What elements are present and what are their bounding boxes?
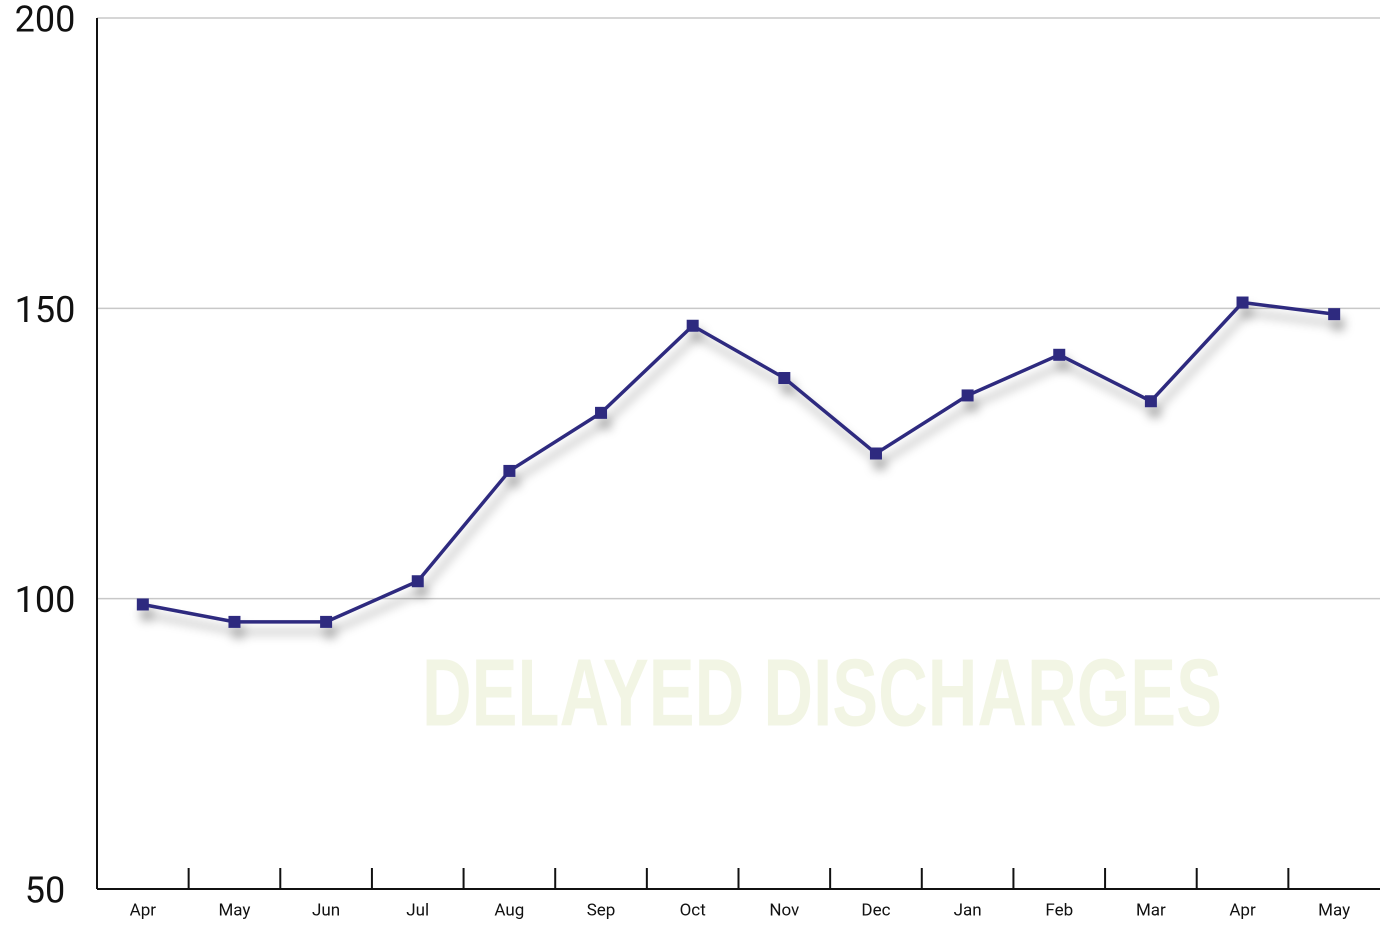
x-tick-label: Apr [130, 900, 157, 920]
point [136, 598, 149, 611]
x-tick-label: Nov [769, 900, 799, 920]
point [228, 615, 241, 628]
point [1236, 296, 1249, 309]
x-tick-label: Dec [861, 900, 890, 920]
x-tick-label: Apr [1229, 900, 1256, 920]
y-tick-label: 200 [15, 0, 76, 41]
x-tick-label: May [218, 900, 250, 920]
x-tick-label: Oct [680, 900, 706, 920]
y-tick-label: 100 [15, 579, 76, 621]
y-tick-label: 150 [15, 289, 76, 331]
x-tick-label: Feb [1045, 900, 1073, 920]
x-tick-label: Aug [494, 900, 524, 920]
point [869, 447, 882, 460]
watermark: DELAYED DISCHARGES [422, 639, 1222, 746]
x-tick-label: Mar [1136, 900, 1166, 920]
x-tick-label: Jul [406, 900, 429, 920]
series [136, 296, 1341, 628]
y-tick-label: 50 [25, 870, 65, 912]
point [411, 575, 424, 588]
point [1053, 348, 1066, 361]
point [778, 372, 791, 385]
point [503, 464, 516, 477]
x-tick-label: Sep [587, 900, 616, 920]
point [320, 615, 333, 628]
x-tick-label: May [1318, 900, 1350, 920]
point [1144, 395, 1157, 408]
x-tick-label: Jan [954, 900, 982, 920]
point [595, 406, 608, 419]
point [1328, 308, 1341, 321]
point [686, 319, 699, 332]
line [142, 300, 1335, 624]
x-tick-label: Jun [312, 900, 340, 920]
point [961, 389, 974, 402]
